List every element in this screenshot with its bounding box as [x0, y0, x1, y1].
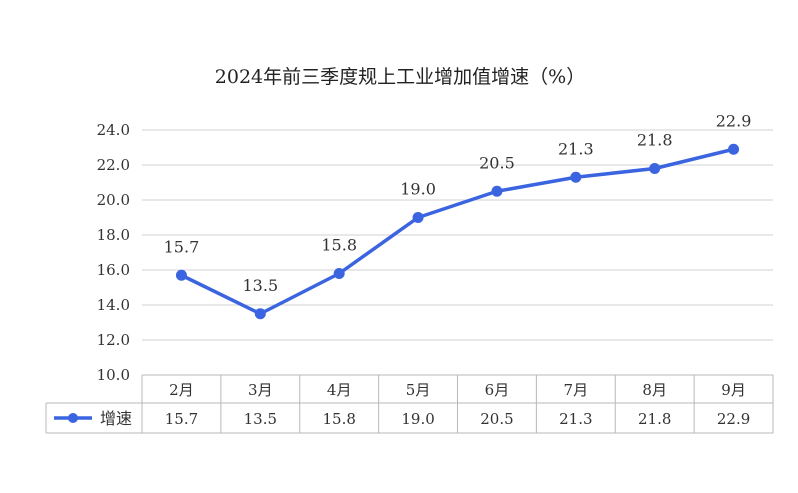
data-label: 20.5	[479, 153, 515, 172]
y-tick-label: 14.0	[97, 296, 130, 314]
y-tick-label: 18.0	[97, 226, 130, 244]
legend-marker	[68, 413, 78, 423]
data-point	[412, 212, 424, 223]
table-value: 20.5	[480, 410, 513, 428]
data-point	[175, 269, 187, 281]
y-tick-label: 10.0	[97, 366, 130, 384]
data-point	[254, 308, 266, 320]
x-category-label: 2月	[169, 381, 194, 399]
y-tick-label: 22.0	[97, 156, 130, 174]
data-point	[728, 143, 740, 155]
x-category-label: 9月	[721, 381, 746, 399]
table-value: 19.0	[401, 410, 434, 428]
x-category-label: 7月	[564, 381, 589, 399]
table-value: 21.8	[638, 410, 671, 428]
data-point	[570, 171, 582, 183]
table-value: 22.9	[717, 410, 750, 428]
y-tick-label: 24.0	[97, 121, 130, 139]
chart-title: 2024年前三季度规上工业增加值增速（%）	[214, 66, 586, 88]
x-category-label: 3月	[248, 381, 273, 399]
data-point	[649, 163, 661, 174]
x-category-label: 4月	[327, 381, 352, 399]
data-label: 13.5	[243, 276, 279, 295]
table-value: 15.8	[322, 410, 355, 428]
table-value: 15.7	[165, 410, 198, 428]
y-tick-label: 16.0	[97, 261, 130, 279]
series-line	[180, 147, 734, 316]
x-category-label: 5月	[406, 381, 431, 399]
data-label: 21.3	[558, 139, 594, 158]
table-value: 21.3	[559, 410, 592, 428]
data-point	[333, 268, 345, 279]
data-label: 15.7	[164, 237, 200, 256]
data-label: 21.8	[637, 131, 673, 150]
table-value: 13.5	[244, 410, 277, 428]
x-category-label: 8月	[642, 381, 667, 399]
data-label: 19.0	[400, 180, 436, 199]
data-point	[491, 185, 503, 197]
legend-label: 增速	[100, 409, 132, 428]
data-label: 22.9	[716, 111, 752, 130]
x-category-label: 6月	[485, 381, 510, 399]
y-tick-label: 12.0	[97, 331, 130, 349]
data-label: 15.8	[321, 236, 357, 255]
y-tick-label: 20.0	[97, 191, 130, 209]
